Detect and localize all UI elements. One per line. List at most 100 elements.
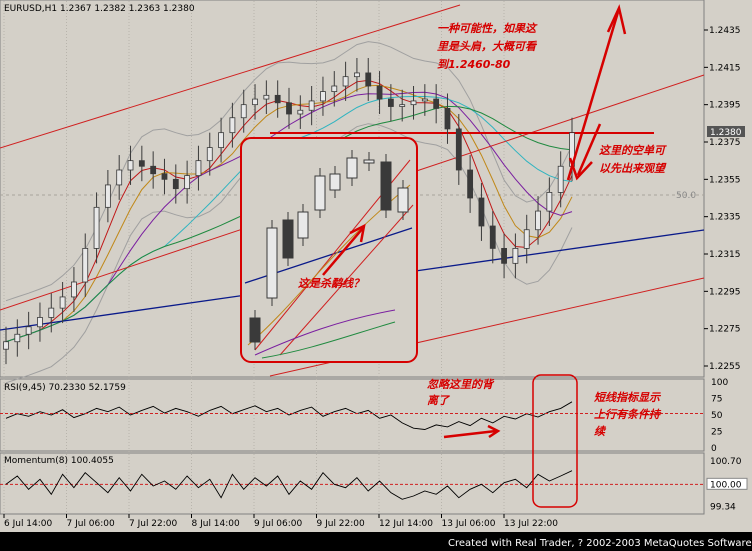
candle-body [93, 206, 100, 249]
candle-body [501, 247, 507, 264]
candle-body [14, 333, 21, 343]
y-tick-label: 1.2375 [709, 138, 741, 148]
candle-body [546, 191, 553, 212]
y-tick-label: 1.2395 [709, 101, 741, 111]
candle-body [478, 197, 485, 227]
inset-ma [254, 309, 396, 356]
short-indicator-note: 短线指标显示 上行有条件持 续 [594, 391, 664, 438]
candle-body [354, 72, 360, 78]
inset-candle-body [249, 317, 261, 343]
candle-body [3, 341, 9, 350]
footer-credit: Created with Real Trader, ? 2002-2003 Me… [448, 538, 752, 549]
candle-body [25, 326, 32, 335]
candle-body [387, 98, 394, 107]
candle-body [467, 169, 474, 199]
inset-candle-body [314, 175, 326, 211]
inset-ma [261, 321, 396, 359]
y-tick-label: 1.2355 [709, 175, 741, 185]
price-y-axis: 1.2435 1.2415 1.2395 1.2375 1.2355 1.2335 1.23… [704, 26, 741, 372]
candle-body [297, 109, 304, 115]
inset-arrow-shaft [322, 227, 364, 276]
candlesticks [3, 58, 575, 365]
y-tick-label: 1.2255 [709, 362, 741, 372]
inset-arrow-head [349, 223, 366, 243]
x-tick-label: 13 Jul 22:00 [504, 519, 558, 529]
candle-body [399, 104, 406, 107]
inset-frame [240, 137, 418, 363]
candle-body [206, 147, 213, 162]
momentum-line [5, 470, 573, 500]
candle-body [376, 85, 383, 100]
head-shoulders-note: 一种可能性，如果这 里是头肩，大概可看 到1.2460-80 [437, 22, 540, 71]
rsi-tick-label: 0 [711, 444, 717, 454]
candle-body [252, 98, 258, 106]
y-tick-label: 1.2295 [709, 287, 741, 297]
rsi-title: RSI(9,45) 70.2330 52.1759 [4, 383, 126, 393]
candle-body [320, 91, 326, 102]
inset-candle-body [266, 227, 278, 299]
candle-body [59, 296, 66, 309]
candle-body [433, 98, 440, 109]
rsi-line [5, 401, 573, 430]
candle-body [195, 160, 202, 177]
inset-red-line [279, 204, 414, 356]
candle-body [535, 210, 541, 231]
candle-body [184, 175, 191, 190]
last-price-box [707, 126, 745, 137]
rsi-arrow-head [487, 424, 501, 439]
inset-candle-body [329, 173, 341, 191]
wedge-question: 这是杀鹬线？ [298, 277, 364, 290]
short-note: 这里的空单可 以先出来观望 [599, 144, 669, 175]
x-tick-label: 6 Jul 14:00 [4, 519, 53, 529]
candle-body [218, 132, 224, 149]
y-tick-label: 1.2415 [709, 63, 741, 73]
momentum-current-box [706, 477, 748, 490]
x-tick-label: 12 Jul 14:00 [379, 519, 433, 529]
down-arrow-head [568, 157, 593, 181]
rsi-panel [0, 378, 705, 452]
momentum-lines [0, 470, 704, 500]
footer-bar [0, 532, 752, 551]
y-tick-label: 1.2335 [709, 213, 741, 223]
candle-body [82, 247, 89, 283]
candle-body [240, 104, 247, 119]
candle-body [308, 100, 315, 111]
candle-body [172, 178, 179, 190]
momentum-tick-label: 100.70 [710, 457, 742, 467]
zoomed-inset [240, 137, 418, 363]
candle-body [161, 173, 168, 180]
rsi-divergence-note: 忽略这里的背 离了 [427, 378, 497, 407]
last-price-label: 1.2380 [710, 128, 742, 138]
candle-body [444, 108, 451, 130]
candle-body [263, 94, 270, 100]
candle-body [116, 169, 123, 186]
rsi-tick-label: 50 [711, 411, 723, 421]
bollinger-upper [5, 41, 573, 302]
price-title: EURUSD,H1 1.2367 1.2382 1.2363 1.2380 [4, 4, 195, 14]
x-tick-label: 13 Jul 06:00 [442, 519, 496, 529]
rsi-y-axis: 100 75 50 25 0 [711, 378, 728, 454]
time-x-axis: 6 Jul 14:00 7 Jul 06:00 7 Jul 22:00 8 Jul 1… [3, 514, 558, 529]
candle-body [104, 184, 111, 208]
candle-body [138, 160, 145, 167]
annotation-shapes [322, 4, 627, 508]
candle-body [331, 85, 338, 92]
inset-candle-body [282, 219, 294, 259]
candle-body [421, 98, 428, 102]
y-tick-label: 1.2315 [709, 250, 741, 260]
candle-body [523, 229, 530, 249]
candle-body [48, 307, 55, 318]
rsi-lines [0, 401, 704, 430]
up-arrow-shaft [566, 11, 620, 181]
x-tick-label: 9 Jul 22:00 [317, 519, 366, 529]
momentum-panel [0, 452, 705, 515]
rsi-tick-label: 25 [711, 428, 722, 438]
candle-body [410, 100, 417, 106]
candle-body [489, 225, 496, 249]
candle-body [229, 117, 236, 134]
rsi-tick-label: 100 [711, 378, 728, 388]
inset-candle-body [397, 187, 409, 213]
down-arrow-shaft [576, 123, 602, 176]
